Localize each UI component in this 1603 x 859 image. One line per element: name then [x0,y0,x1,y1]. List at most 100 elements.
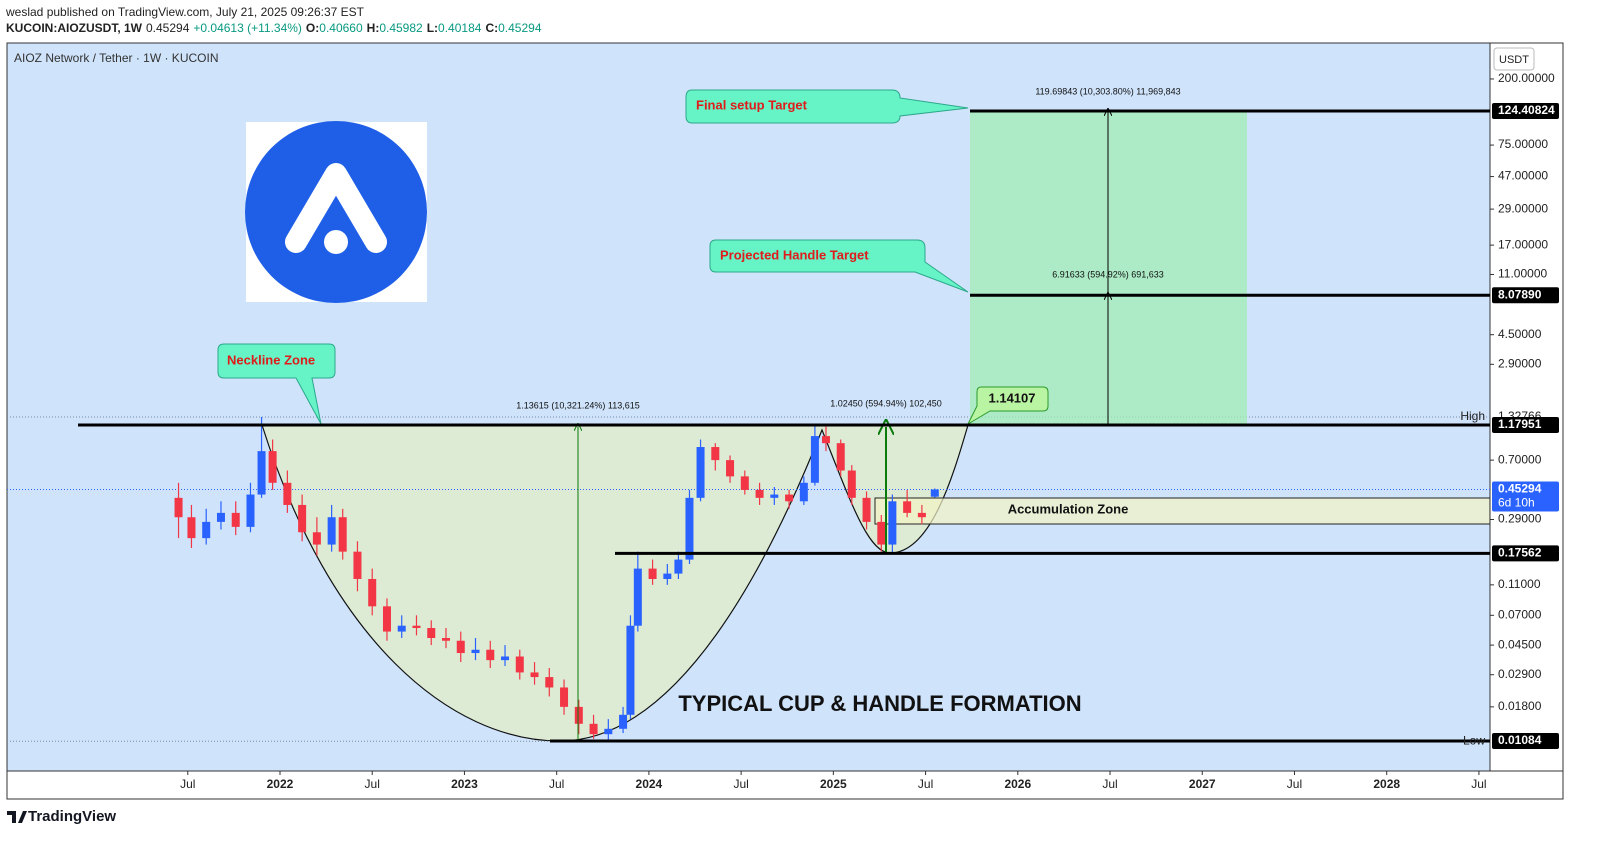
candle-body [412,625,421,628]
candle-body [545,677,554,688]
candle-body [633,568,642,626]
candle-body [283,482,292,505]
published-line: weslad published on TradingView.com, Jul… [5,5,365,19]
zone-label: Accumulation Zone [1008,501,1129,516]
candle-body [821,436,830,444]
candle-body [589,723,598,735]
callout [217,343,336,425]
callout [709,239,969,293]
candle-body [574,706,583,724]
x-tick-label: 2028 [1373,777,1400,791]
candle-body [298,504,307,533]
y-tick-label: 47.00000 [1498,169,1548,183]
chart-title: AIOZ Network / Tether · 1W · KUCOIN [14,51,218,65]
x-tick-label: 2026 [1004,777,1031,791]
candle-body [696,447,705,498]
measure-label: 6.91633 (594.92%) 691,633 [1052,269,1164,279]
x-tick-label: Jul [733,777,748,791]
ohlc-value: 0.45982 [379,21,423,35]
breakout-label: 1.14107 [989,390,1036,405]
candle-body [368,578,377,607]
x-tick-label: Jul [549,777,564,791]
symbol: KUCOIN:AIOZUSDT, 1W [6,21,143,35]
y-tick-label: 0.04500 [1498,637,1542,651]
change: +0.04613 (+11.34%) [193,21,302,35]
x-tick-label: 2027 [1189,777,1216,791]
candle-body [187,517,196,539]
candle-body [515,656,524,673]
y-tick-label: 2.90000 [1498,356,1542,370]
x-tick-label: 2024 [636,777,663,791]
accumulation-box [874,497,1490,525]
level-label: 0.45294 [1498,482,1542,496]
x-tick-label: Jul [1287,777,1302,791]
brand: TradingView [28,808,116,825]
level-label: 0.17562 [1498,545,1542,559]
candle-body [877,521,886,545]
candle-body [501,656,510,661]
measure-label: 119.69843 (10,303.80%) 11,969,843 [1035,86,1180,96]
y-tick-label: 4.50000 [1498,327,1542,341]
candle-body [930,489,939,497]
level-box [1492,102,1559,119]
candle-body [382,606,391,632]
candle-body [770,494,779,498]
x-tick-label: Jul [180,777,195,791]
level-label: 8.07890 [1498,287,1542,301]
ohlc-key: L: [427,21,438,35]
candle-body [755,489,764,498]
candle-body [888,501,897,545]
callout-text: Projected Handle Target [720,247,869,262]
candle-body [174,497,183,518]
series [174,416,939,742]
frame [6,42,1564,800]
candle-body [456,640,465,654]
x-tick-label: Jul [918,777,933,791]
candle-body [685,497,694,560]
y-tick-label: 0.07000 [1498,607,1542,621]
candle-body [711,447,720,461]
candle-body [799,482,808,502]
candle-body [441,637,450,641]
y-tick-label: 0.11000 [1498,577,1541,591]
plot-area [7,43,1490,771]
y-tick-label: 11.00000 [1498,267,1547,281]
candle-body [486,649,495,661]
level-box [1492,416,1559,433]
ohlc-key: H: [367,21,380,35]
candle-body [268,451,277,483]
callout [685,89,969,124]
candle-body [663,573,672,579]
x-tick-label: 2023 [451,777,478,791]
y-tick-label: 75.00000 [1498,137,1548,151]
y-tick-label: 29.00000 [1498,201,1548,215]
x-tick-label: Jul [365,777,380,791]
ohlc-value: 0.45294 [498,21,542,35]
y-tick-label: 0.02900 [1498,667,1542,681]
candle-body [604,728,613,735]
candle-body [246,494,255,527]
candle-body [740,476,749,490]
candle-body [202,521,211,539]
candle-body [810,436,819,483]
candle-body [257,451,266,495]
ohlc-value: 0.40660 [319,21,363,35]
candle-body [862,497,871,522]
level-box [1492,481,1559,512]
countdown: 6d 10h [1498,496,1535,510]
y-tick-label: 0.70000 [1498,452,1542,466]
candle-body [674,559,683,574]
cup-handle-shape [261,424,969,742]
y-tick-label: 0.01800 [1498,699,1542,713]
x-tick-label: Jul [1471,777,1486,791]
level-label: 0.01084 [1498,733,1542,747]
candle-body [353,551,362,579]
level-label: 124.40824 [1498,103,1555,117]
candle-body [626,625,635,715]
callout [966,386,1049,426]
candle-body [785,494,794,502]
currency: USDT [1499,54,1529,66]
callout-text: Neckline Zone [227,352,315,367]
